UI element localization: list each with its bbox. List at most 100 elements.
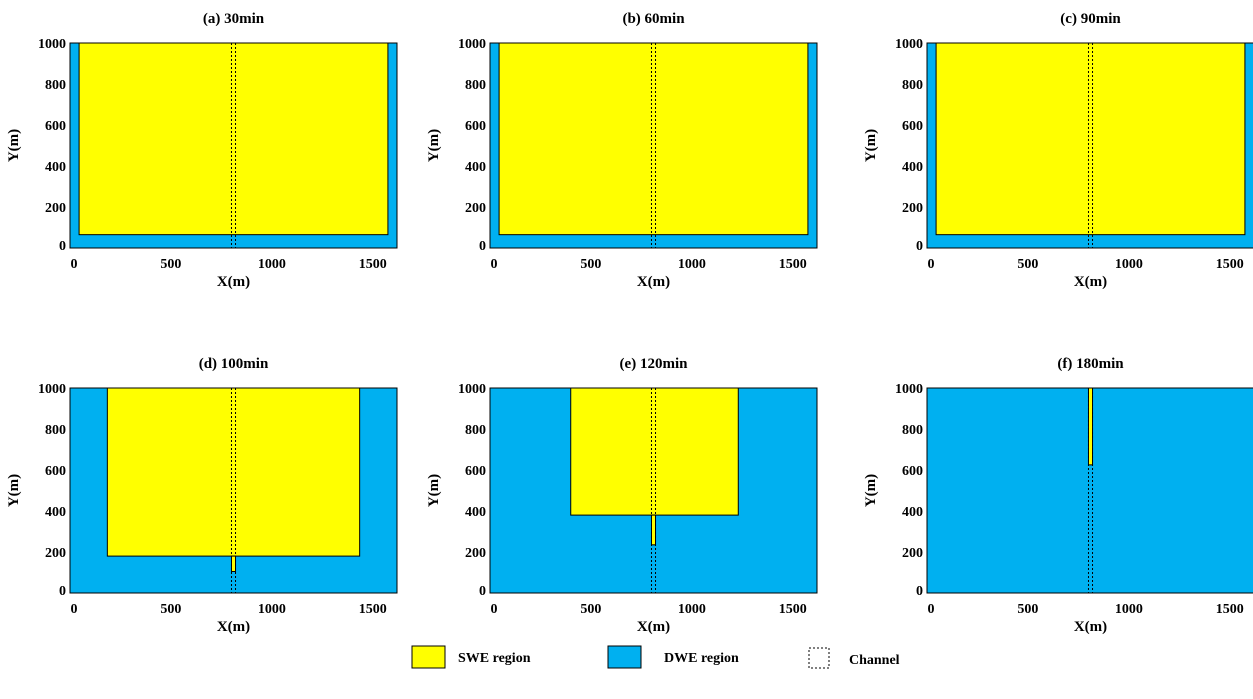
y-tick-label: 1000 [38,37,66,52]
y-tick-label: 600 [902,464,923,479]
y-tick-label: 400 [902,505,923,520]
plot-frame [926,387,1253,594]
y-tick-label: 200 [45,201,66,216]
panel-title: (a) 30min [203,11,265,27]
y-tick-label: 1000 [895,37,923,52]
y-tick-label: 0 [916,239,923,254]
y-tick-label: 600 [45,464,66,479]
y-tick-label: 0 [59,239,66,254]
x-tick-label: 0 [928,257,935,272]
y-tick-label: 800 [902,78,923,93]
swe-region [935,42,1246,236]
x-tick-label: 0 [71,257,78,272]
x-tick-label: 1500 [779,257,807,272]
y-tick-label: 200 [902,201,923,216]
y-tick-label: 800 [902,423,923,438]
y-axis-label: Y(m) [426,129,442,162]
y-tick-label: 200 [902,546,923,561]
x-axis-label: X(m) [217,274,250,290]
y-tick-label: 400 [465,160,486,175]
panel: (a) 30min 0 500 1000 1500 0 200 400 600 800 1000 X(… [6,11,398,290]
legend-dwe-label: DWE region [664,651,739,666]
x-axis-label: X(m) [637,274,670,290]
y-tick-label: 0 [479,584,486,599]
plot-frame [489,387,818,594]
y-tick-label: 1000 [38,382,66,397]
y-tick-label: 1000 [458,382,486,397]
plot-frame [489,42,818,249]
legend-channel-swatch [808,647,830,669]
panel-title: (c) 90min [1060,11,1121,27]
plot-frame [69,42,398,249]
panel: (c) 90min 0 500 1000 1500 0 200 400 600 800 1000 X(… [863,11,1253,290]
plot-frame [926,42,1253,249]
y-tick-label: 600 [465,464,486,479]
x-tick-label: 1500 [359,602,387,617]
swe-region [498,42,809,236]
y-tick-label: 0 [59,584,66,599]
swe-region [570,387,739,516]
y-tick-label: 0 [479,239,486,254]
y-tick-label: 200 [45,546,66,561]
x-tick-label: 500 [160,257,181,272]
x-axis-label: X(m) [637,619,670,635]
swe-region [1087,387,1094,466]
y-tick-label: 200 [465,546,486,561]
swe-region [106,387,361,557]
swe-region [650,514,657,546]
y-tick-label: 400 [45,505,66,520]
panel-title: (b) 60min [622,11,685,27]
x-tick-label: 0 [491,257,498,272]
x-tick-label: 0 [491,602,498,617]
x-tick-label: 1500 [779,602,807,617]
y-tick-label: 0 [916,584,923,599]
legend-dwe-swatch [607,645,642,669]
y-tick-label: 800 [45,78,66,93]
y-tick-label: 600 [902,119,923,134]
x-axis-label: X(m) [1074,619,1107,635]
legend-channel-label: Channel [849,653,900,668]
x-tick-label: 1000 [258,602,286,617]
panel-title: (f) 180min [1057,356,1124,372]
y-tick-label: 600 [465,119,486,134]
x-tick-label: 0 [928,602,935,617]
x-tick-label: 500 [1017,602,1038,617]
legend: SWE region DWE region Channel [411,645,900,669]
x-tick-label: 1500 [359,257,387,272]
x-tick-label: 1500 [1216,257,1244,272]
y-axis-label: Y(m) [863,129,879,162]
x-axis-label: X(m) [1074,274,1107,290]
panel-title: (e) 120min [620,356,689,372]
x-tick-label: 1000 [258,257,286,272]
x-tick-label: 1000 [678,602,706,617]
panel: (f) 180min 0 500 1000 1500 0 200 400 600 800 1000 X… [863,356,1253,635]
x-tick-label: 500 [580,257,601,272]
y-tick-label: 1000 [895,382,923,397]
legend-swe-swatch [411,645,446,669]
panel: (e) 120min 0 500 1000 1500 0 200 400 600 800 1000 X… [426,356,818,635]
y-tick-label: 400 [45,160,66,175]
x-axis-label: X(m) [217,619,250,635]
y-tick-label: 800 [45,423,66,438]
x-tick-label: 500 [580,602,601,617]
y-axis-label: Y(m) [426,474,442,507]
panel: (d) 100min 0 500 1000 1500 0 200 400 600 800 1000 X… [6,356,398,635]
y-tick-label: 400 [902,160,923,175]
y-tick-label: 600 [45,119,66,134]
y-axis-label: Y(m) [6,129,22,162]
x-tick-label: 1000 [1115,257,1143,272]
panels-group: (a) 30min 0 500 1000 1500 0 200 400 600 800 1000 X(… [6,11,1253,635]
x-tick-label: 1000 [1115,602,1143,617]
swe-region [230,555,237,572]
panel-title: (d) 100min [199,356,269,372]
y-tick-label: 800 [465,78,486,93]
y-tick-label: 1000 [458,37,486,52]
x-tick-label: 500 [1017,257,1038,272]
legend-swe-label: SWE region [458,651,531,666]
y-tick-label: 200 [465,201,486,216]
y-axis-label: Y(m) [863,474,879,507]
plot-frame [69,387,398,594]
x-tick-label: 1000 [678,257,706,272]
x-tick-label: 500 [160,602,181,617]
